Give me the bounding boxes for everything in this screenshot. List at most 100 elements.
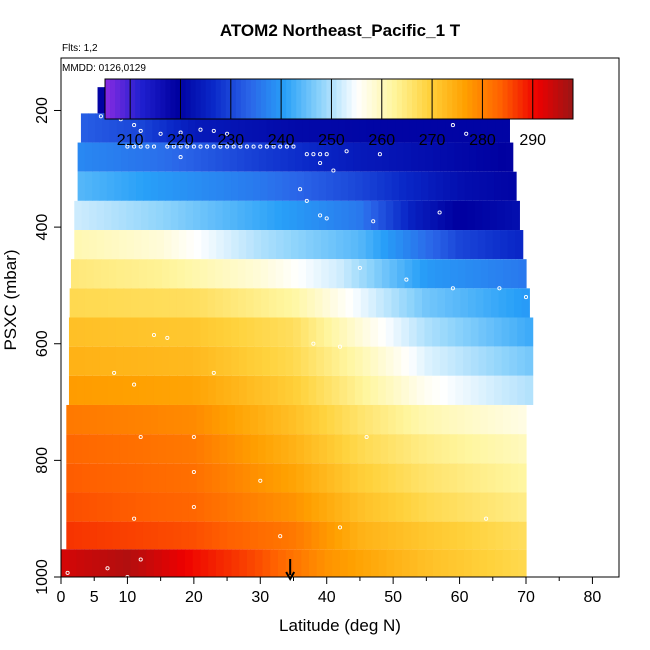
heatmap-cell bbox=[157, 171, 166, 201]
heatmap-cell bbox=[468, 288, 477, 318]
observation-point bbox=[464, 576, 469, 581]
heatmap-cell bbox=[106, 142, 115, 172]
y-axis: 200 400 600 800 1000 bbox=[34, 97, 61, 595]
heatmap-cell bbox=[422, 200, 431, 231]
heatmap-cell bbox=[403, 492, 412, 522]
observation-point bbox=[185, 144, 190, 149]
heatmap-cell bbox=[269, 346, 279, 376]
observation-point bbox=[158, 131, 163, 136]
heatmap-cell bbox=[464, 434, 473, 464]
heatmap-cell bbox=[400, 200, 409, 231]
heatmap-cell bbox=[472, 171, 481, 201]
heatmap-cell bbox=[328, 259, 337, 289]
colorbar-swatch bbox=[180, 79, 187, 119]
heatmap-cell bbox=[111, 230, 120, 260]
heatmap-cell bbox=[432, 317, 441, 347]
heatmap-cell bbox=[86, 259, 95, 289]
heatmap-cell bbox=[262, 549, 271, 577]
heatmap-cell bbox=[457, 492, 466, 522]
heatmap-cell bbox=[123, 288, 132, 318]
observation-point bbox=[364, 434, 369, 440]
heatmap-cell bbox=[441, 521, 450, 550]
heatmap-cell bbox=[295, 142, 304, 172]
heatmap-cell bbox=[287, 142, 296, 172]
heatmap-cell bbox=[262, 346, 271, 376]
heatmap-cell bbox=[184, 259, 193, 289]
heatmap-cell bbox=[262, 317, 271, 347]
x-axis: 0 5 10 20 30 40 50 60 70 80 bbox=[57, 577, 601, 606]
heatmap-cell bbox=[73, 434, 83, 464]
heatmap-cell bbox=[382, 142, 391, 172]
heatmap-cell bbox=[81, 521, 90, 550]
heatmap-cell bbox=[378, 346, 387, 376]
y-axis-label: PSXC (mbar) bbox=[1, 249, 20, 350]
heatmap-cell bbox=[285, 375, 294, 405]
heatmap-cell bbox=[510, 434, 519, 464]
heatmap-cell bbox=[377, 171, 386, 201]
heatmap-cell bbox=[326, 171, 334, 201]
heatmap-cell bbox=[148, 200, 157, 231]
heatmap-cell bbox=[340, 549, 349, 577]
heatmap-cell bbox=[196, 521, 205, 550]
heatmap-cell bbox=[69, 288, 78, 318]
heatmap-cell bbox=[495, 463, 504, 493]
heatmap-cell bbox=[146, 259, 155, 289]
heatmap-cell bbox=[311, 463, 320, 493]
heatmap-cell bbox=[388, 463, 397, 493]
heatmap-cell bbox=[365, 230, 374, 260]
heatmap-cell bbox=[119, 463, 129, 493]
heatmap-cell bbox=[380, 113, 389, 143]
heatmap-cell bbox=[309, 113, 318, 143]
heatmap-cell bbox=[495, 521, 504, 550]
heatmap-cell bbox=[370, 346, 379, 376]
heatmap-cell bbox=[334, 492, 343, 522]
heatmap-cell bbox=[388, 521, 397, 550]
colorbar-tick-label: 260 bbox=[368, 132, 395, 149]
heatmap-cell bbox=[393, 375, 402, 405]
heatmap-cell bbox=[434, 259, 444, 289]
heatmap-cell bbox=[288, 113, 296, 143]
heatmap-cell bbox=[416, 317, 426, 347]
heatmap-cell bbox=[296, 463, 305, 493]
heatmap-cell bbox=[158, 521, 167, 550]
heatmap-cell bbox=[196, 463, 205, 493]
heatmap-cell bbox=[230, 113, 239, 143]
heatmap-cell bbox=[273, 113, 282, 143]
heatmap-cell bbox=[395, 434, 405, 464]
heatmap-cell bbox=[277, 346, 286, 376]
heatmap-cell bbox=[242, 492, 251, 522]
heatmap-cell bbox=[381, 259, 391, 289]
heatmap-cell bbox=[179, 142, 187, 172]
heatmap-cell bbox=[498, 288, 507, 318]
heatmap-cell bbox=[123, 549, 132, 577]
heatmap-cell bbox=[112, 492, 121, 522]
heatmap-cell bbox=[68, 375, 78, 405]
heatmap-cell bbox=[452, 288, 461, 318]
heatmap-cell bbox=[487, 492, 496, 522]
heatmap-cell bbox=[177, 259, 186, 289]
heatmap-cell bbox=[469, 142, 478, 172]
heatmap-cell bbox=[403, 404, 412, 435]
heatmap-cell bbox=[478, 317, 487, 347]
heatmap-cell bbox=[386, 549, 395, 577]
heatmap-cell bbox=[159, 113, 168, 143]
heatmap-cell bbox=[141, 230, 150, 260]
heatmap-cell bbox=[257, 404, 267, 435]
colorbar-swatch bbox=[452, 79, 458, 119]
heatmap-cell bbox=[223, 317, 232, 347]
heatmap-cell bbox=[150, 142, 158, 172]
heatmap-cell bbox=[215, 200, 224, 231]
colorbar-tick-label: 220 bbox=[167, 132, 194, 149]
heatmap-cell bbox=[373, 113, 382, 143]
heatmap-cell bbox=[389, 142, 398, 172]
colorbar-swatch bbox=[391, 79, 398, 119]
heatmap-cell bbox=[246, 375, 256, 405]
heatmap-cell bbox=[495, 549, 504, 577]
heatmap-cell bbox=[223, 113, 232, 143]
heatmap-cell bbox=[313, 259, 322, 289]
heatmap-cell bbox=[208, 549, 217, 577]
heatmap-cell bbox=[472, 521, 481, 550]
heatmap-cell bbox=[441, 492, 450, 522]
heatmap-cell bbox=[267, 171, 276, 201]
colorbar-swatch bbox=[301, 79, 307, 119]
